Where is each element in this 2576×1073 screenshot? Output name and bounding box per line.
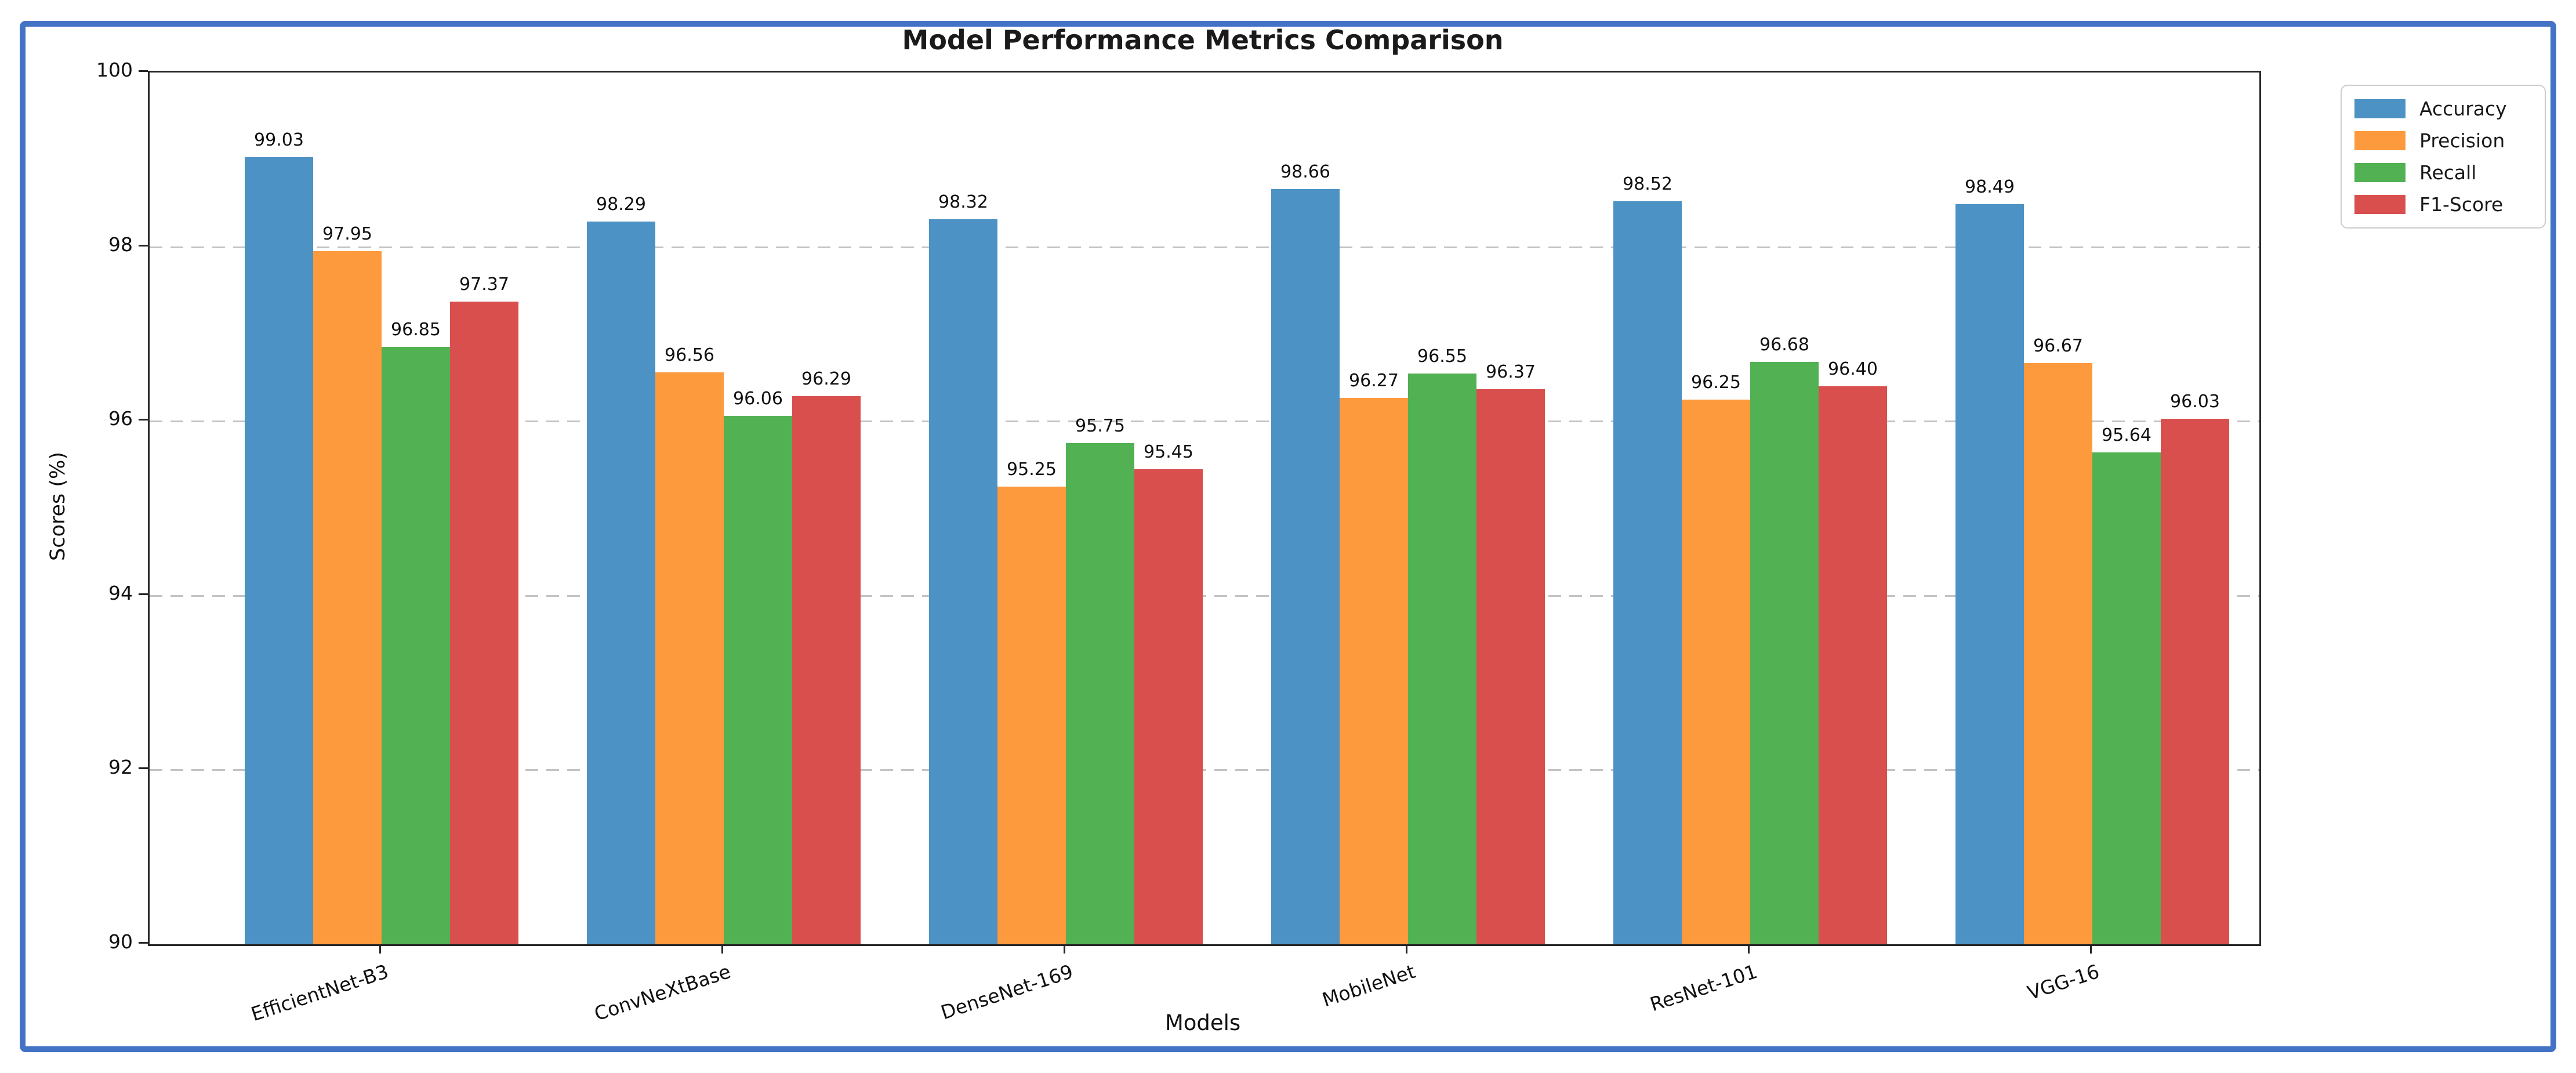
bar-VGG-16-F1-Score xyxy=(2161,418,2229,944)
x-tick-mark xyxy=(1064,944,1065,954)
plot-area: 99.03 98.29 98.32 98.66 98.52 98.49 97.95 96.56… xyxy=(148,71,2261,946)
legend-item-Accuracy: Accuracy xyxy=(2354,97,2528,120)
x-tick-mark xyxy=(1406,944,1407,954)
legend-label: F1-Score xyxy=(2419,193,2504,216)
y-tick-mark xyxy=(139,419,148,421)
bar-EfficientNet-B3-Accuracy xyxy=(245,157,313,944)
bar-ResNet-101-Precision xyxy=(1682,399,1750,944)
bar-DenseNet-169-Precision xyxy=(997,486,1066,944)
x-tick-mark xyxy=(1748,944,1750,954)
bar-DenseNet-169-F1-Score xyxy=(1134,469,1203,944)
gridline-y92 xyxy=(150,769,2259,771)
legend-label: Precision xyxy=(2419,129,2505,152)
legend-item-F1-Score: F1-Score xyxy=(2354,193,2528,216)
bar-DenseNet-169-Recall xyxy=(1066,443,1134,944)
bar-value-label: 95.75 xyxy=(1075,415,1125,436)
y-tick-label: 100 xyxy=(96,59,133,81)
y-axis-label: Scores (%) xyxy=(46,452,70,561)
legend: Accuracy Precision Recall F1-Score xyxy=(2341,85,2546,229)
y-tick-label: 92 xyxy=(108,756,133,779)
bar-VGG-16-Accuracy xyxy=(1955,204,2024,944)
bar-ConvNeXtBase-F1-Score xyxy=(792,396,861,944)
y-tick-label: 98 xyxy=(108,233,133,256)
y-tick-mark xyxy=(139,593,148,595)
bar-ResNet-101-Recall xyxy=(1750,362,1819,944)
bar-value-label: 96.40 xyxy=(1828,359,1878,380)
bar-EfficientNet-B3-F1-Score xyxy=(450,302,518,944)
legend-swatch-icon xyxy=(2354,131,2406,150)
legend-item-Recall: Recall xyxy=(2354,161,2528,184)
bar-value-label: 98.32 xyxy=(938,191,988,212)
legend-swatch-icon xyxy=(2354,195,2406,214)
chart-title: Model Performance Metrics Comparison xyxy=(902,24,1504,56)
y-tick-mark xyxy=(139,70,148,72)
gridline-y94 xyxy=(150,594,2259,597)
bar-value-label: 96.55 xyxy=(1417,346,1467,367)
bar-value-label: 95.64 xyxy=(2102,425,2151,446)
x-tick-mark xyxy=(721,944,723,954)
bar-value-label: 99.03 xyxy=(254,129,304,150)
bar-value-label: 96.68 xyxy=(1759,335,1809,355)
bar-ResNet-101-F1-Score xyxy=(1819,386,1887,944)
bar-ConvNeXtBase-Accuracy xyxy=(587,222,655,944)
bar-MobileNet-Recall xyxy=(1408,373,1476,944)
bar-value-label: 96.29 xyxy=(801,368,851,389)
y-tick-label: 94 xyxy=(108,581,133,604)
gridline-y98 xyxy=(150,246,2259,248)
y-tick-label: 96 xyxy=(108,407,133,430)
bar-ConvNeXtBase-Recall xyxy=(724,416,792,944)
legend-swatch-icon xyxy=(2354,163,2406,182)
bar-VGG-16-Recall xyxy=(2092,452,2161,944)
bar-value-label: 96.85 xyxy=(391,320,441,340)
legend-label: Accuracy xyxy=(2419,97,2507,120)
bar-value-label: 98.49 xyxy=(1965,176,2015,197)
bar-value-label: 96.06 xyxy=(733,389,783,409)
bar-value-label: 97.37 xyxy=(459,274,509,295)
bar-MobileNet-F1-Score xyxy=(1476,389,1545,944)
bar-EfficientNet-B3-Precision xyxy=(313,251,382,944)
legend-swatch-icon xyxy=(2354,99,2406,118)
legend-item-Precision: Precision xyxy=(2354,129,2528,152)
bar-value-label: 96.27 xyxy=(1349,370,1399,391)
bar-value-label: 96.67 xyxy=(2033,335,2083,356)
bar-value-label: 98.29 xyxy=(596,194,646,215)
y-tick-mark xyxy=(139,767,148,770)
bar-value-label: 95.45 xyxy=(1144,441,1193,462)
bar-EfficientNet-B3-Recall xyxy=(382,347,450,944)
y-tick-mark xyxy=(139,942,148,944)
x-tick-mark xyxy=(2090,944,2092,954)
bar-MobileNet-Accuracy xyxy=(1271,189,1340,944)
x-axis-label: Models xyxy=(1164,1010,1241,1035)
bar-value-label: 98.66 xyxy=(1280,162,1330,183)
bar-value-label: 98.52 xyxy=(1623,174,1672,195)
bar-ResNet-101-Accuracy xyxy=(1613,201,1682,944)
bar-value-label: 97.95 xyxy=(322,224,372,245)
bar-value-label: 96.56 xyxy=(665,345,714,366)
x-tick-mark xyxy=(379,944,381,954)
bar-ConvNeXtBase-Precision xyxy=(655,372,724,944)
bar-value-label: 96.03 xyxy=(2170,391,2220,412)
gridline-y96 xyxy=(150,420,2259,423)
bar-VGG-16-Precision xyxy=(2024,362,2092,944)
bar-DenseNet-169-Accuracy xyxy=(929,219,997,944)
legend-label: Recall xyxy=(2419,161,2477,184)
bar-value-label: 96.25 xyxy=(1691,372,1741,393)
y-tick-label: 90 xyxy=(108,930,133,953)
bar-MobileNet-Precision xyxy=(1340,397,1408,944)
y-tick-mark xyxy=(139,244,148,246)
bar-value-label: 95.25 xyxy=(1007,459,1057,480)
bar-value-label: 96.37 xyxy=(1486,361,1536,382)
